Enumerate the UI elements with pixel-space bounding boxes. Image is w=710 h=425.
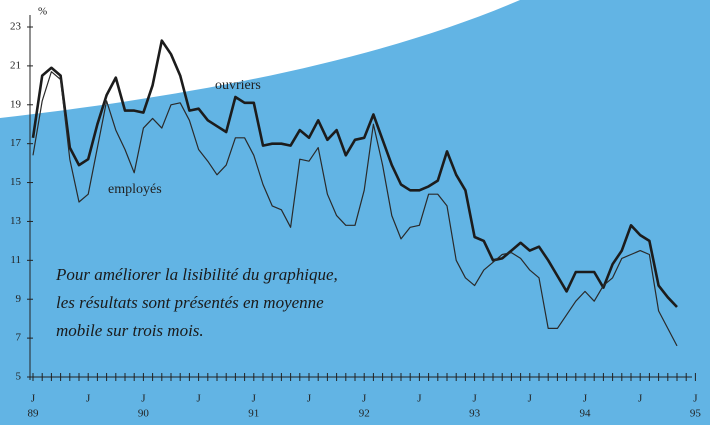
y-tick-label: 21 bbox=[10, 59, 21, 71]
y-tick-label: 17 bbox=[10, 137, 22, 149]
x-tick-label: J bbox=[307, 393, 312, 405]
annotation: Pour améliorer la lisibilité du graphiqu… bbox=[55, 265, 338, 284]
y-tick-label: 15 bbox=[10, 176, 22, 188]
x-tick-label: J bbox=[472, 393, 477, 405]
y-tick-label: 19 bbox=[10, 98, 22, 110]
y-tick-label: 13 bbox=[10, 215, 22, 227]
year-label: 95 bbox=[690, 408, 702, 420]
x-tick-label: J bbox=[252, 393, 257, 405]
y-unit: % bbox=[38, 6, 47, 18]
y-tick-label: 5 bbox=[16, 371, 22, 383]
year-label: 92 bbox=[359, 408, 370, 420]
x-tick-label: J bbox=[362, 393, 367, 405]
x-tick-label: J bbox=[528, 393, 533, 405]
x-tick-label: J bbox=[638, 393, 643, 405]
series-label: ouvriers bbox=[215, 78, 261, 93]
x-tick-label: J bbox=[141, 393, 146, 405]
x-tick-label: J bbox=[693, 393, 698, 405]
x-tick-label: J bbox=[583, 393, 588, 405]
year-label: 94 bbox=[580, 408, 592, 420]
x-tick-label: J bbox=[417, 393, 422, 405]
y-tick-label: 11 bbox=[10, 254, 21, 266]
series-line bbox=[31, 39, 678, 308]
x-tick-label: J bbox=[86, 393, 91, 405]
series-label: employés bbox=[108, 182, 162, 197]
x-tick-label: J bbox=[196, 393, 201, 405]
series-line bbox=[32, 71, 678, 347]
y-tick-label: 23 bbox=[10, 21, 22, 33]
x-tick-label: J bbox=[31, 393, 36, 405]
year-label: 90 bbox=[138, 408, 150, 420]
annotation: mobile sur trois mois. bbox=[56, 321, 204, 340]
y-tick-label: 9 bbox=[16, 293, 22, 305]
year-label: 89 bbox=[28, 408, 40, 420]
year-label: 93 bbox=[469, 408, 481, 420]
year-label: 91 bbox=[248, 408, 259, 420]
y-tick-label: 7 bbox=[16, 332, 22, 344]
annotation: les résultats sont présentés en moyenne bbox=[56, 293, 324, 312]
